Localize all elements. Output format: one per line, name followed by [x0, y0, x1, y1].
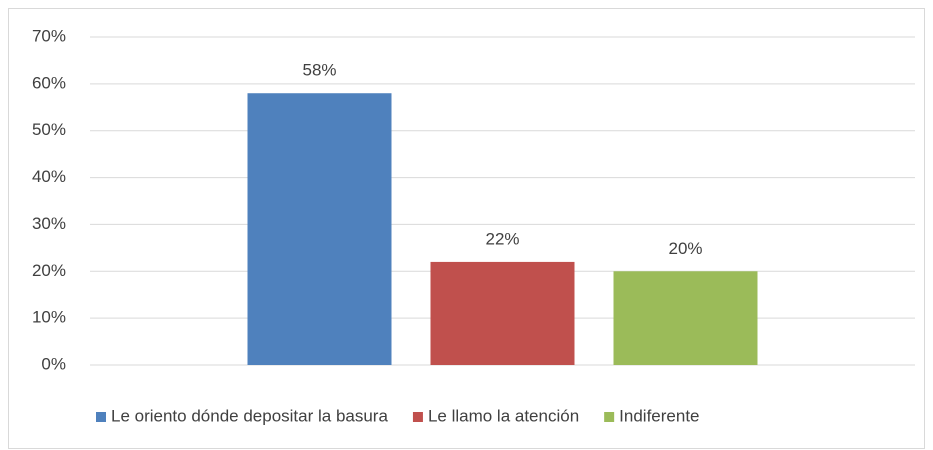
y-tick-label: 10% [32, 308, 66, 327]
y-tick-label: 30% [32, 214, 66, 233]
y-tick-label: 70% [32, 26, 66, 45]
y-tick-label: 20% [32, 261, 66, 280]
chart-border [8, 8, 925, 449]
data-label: 22% [485, 229, 519, 248]
legend-label: Le oriento dónde depositar la basura [111, 406, 388, 425]
y-tick-label: 0% [41, 354, 66, 373]
bar [613, 271, 758, 365]
bar [430, 261, 575, 365]
bar [247, 93, 392, 365]
data-label: 20% [668, 239, 702, 258]
legend-label: Le llamo la atención [428, 406, 579, 425]
legend-label: Indiferente [619, 406, 699, 425]
y-tick-label: 50% [32, 120, 66, 139]
y-tick-label: 60% [32, 73, 66, 92]
legend-swatch [96, 412, 106, 422]
legend-swatch [412, 412, 423, 422]
data-label: 58% [302, 61, 336, 80]
y-tick-label: 40% [32, 167, 66, 186]
legend-swatch [604, 412, 615, 422]
